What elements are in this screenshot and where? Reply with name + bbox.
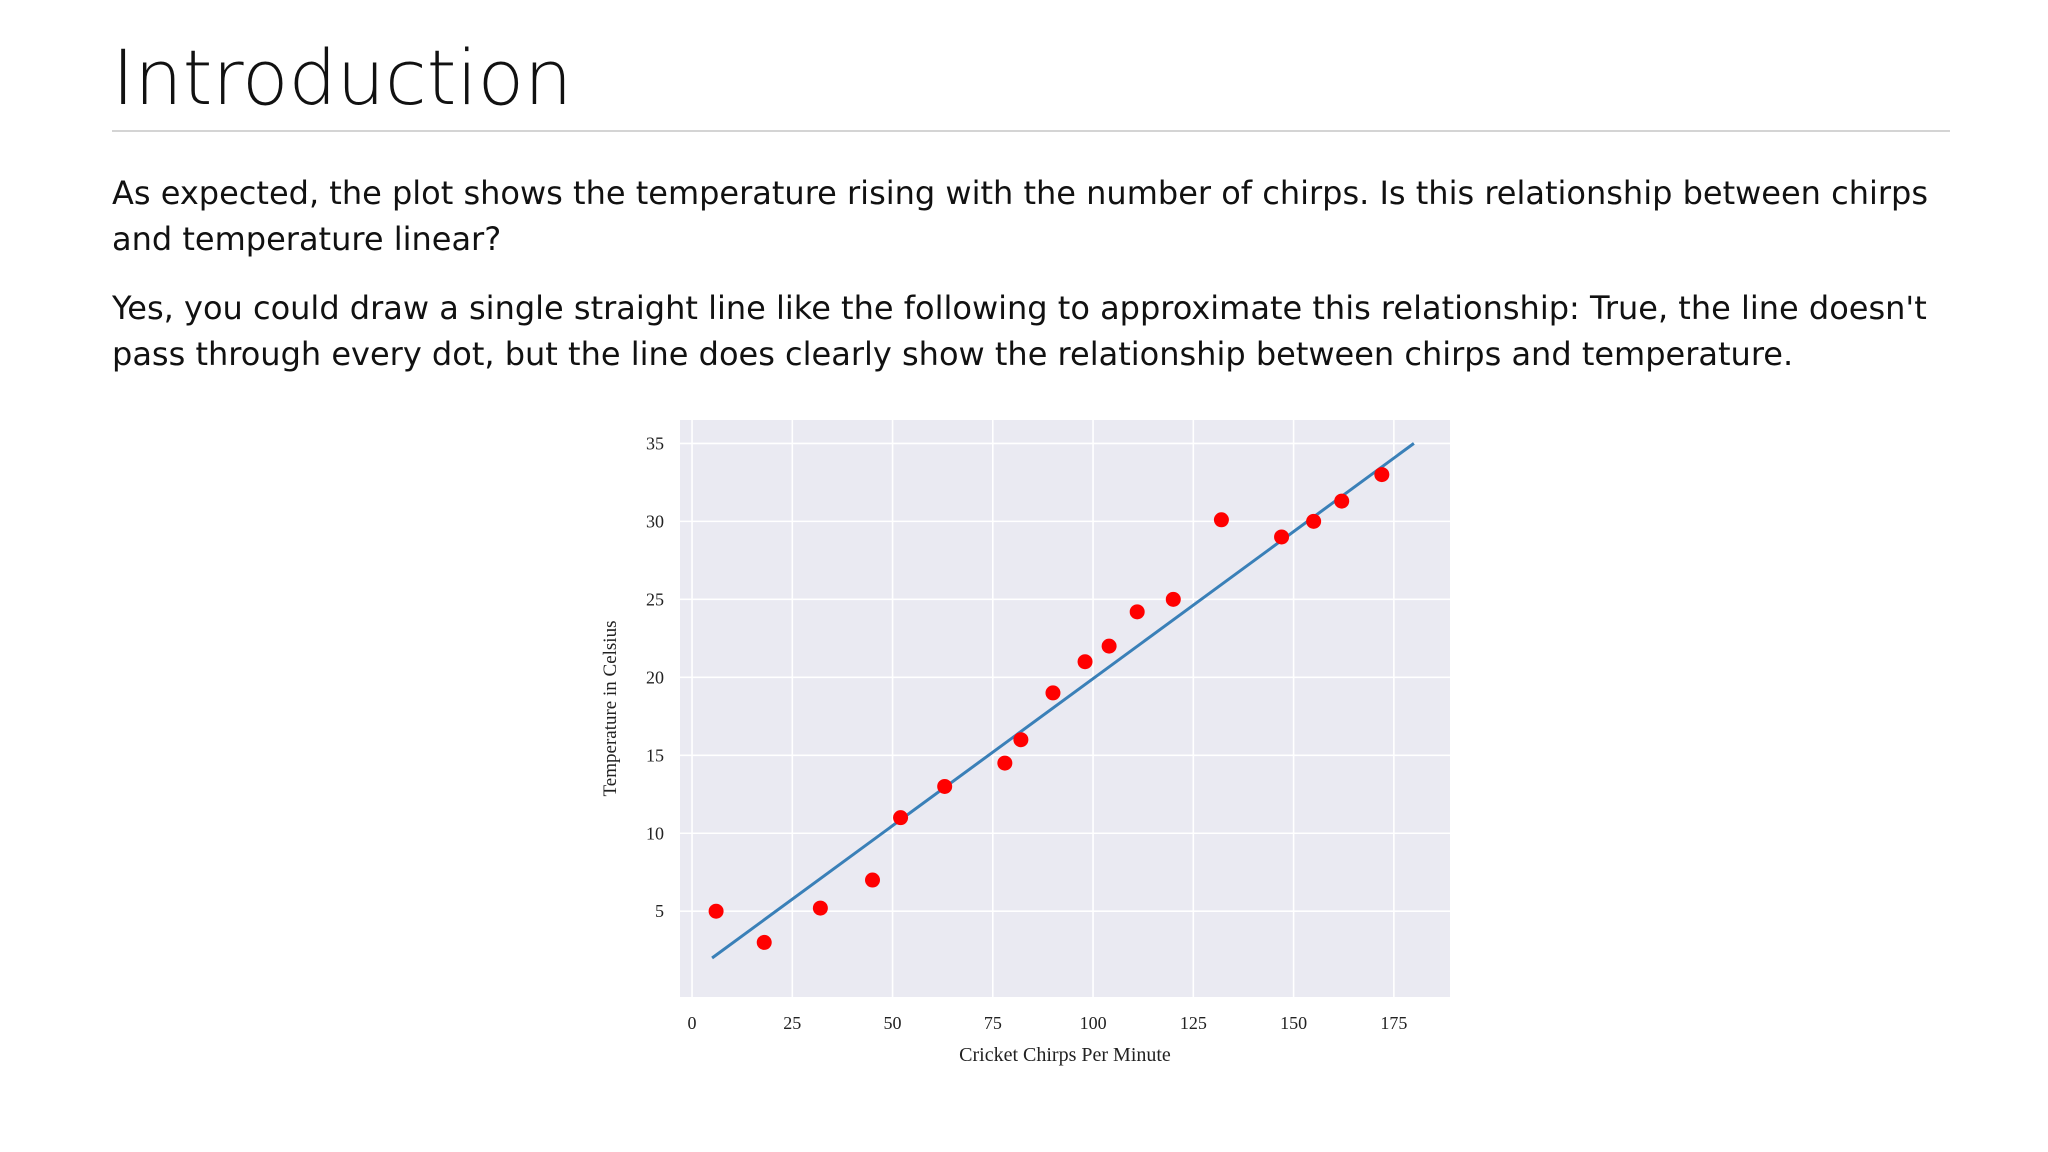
data-points — [708, 467, 1390, 950]
x-tick-label: 175 — [1380, 1013, 1407, 1033]
data-point — [937, 778, 953, 794]
data-point — [1306, 513, 1322, 529]
y-tick-label: 20 — [646, 667, 664, 687]
data-point — [1213, 512, 1229, 528]
data-point — [1101, 638, 1117, 654]
x-tick-label: 25 — [783, 1013, 801, 1033]
axis-ticks: 0 25 50 75 100 125 150 175 5 10 15 20 25 30 35 — [646, 433, 1407, 1033]
fit-line — [711, 442, 1415, 960]
plot-area — [680, 420, 1450, 997]
paragraph-2: Yes, you could draw a single straight li… — [112, 289, 1927, 373]
data-point — [1274, 529, 1290, 545]
y-tick-label: 30 — [646, 511, 664, 531]
y-axis-label: Temperature in Celsius — [600, 621, 621, 797]
grid-lines — [680, 420, 1450, 997]
data-point — [812, 900, 828, 916]
data-point — [1077, 654, 1093, 670]
data-point — [1334, 493, 1350, 509]
scatter-chart: 0 25 50 75 100 125 150 175 5 10 15 20 25 30 35 Cricket… — [600, 420, 1450, 1066]
x-tick-label: 50 — [884, 1013, 902, 1033]
data-point — [756, 934, 772, 950]
data-point — [1165, 591, 1181, 607]
y-tick-label: 10 — [646, 823, 664, 843]
data-point — [893, 810, 909, 826]
x-tick-label: 0 — [688, 1013, 697, 1033]
data-point — [1013, 732, 1029, 748]
data-point — [708, 903, 724, 919]
data-point — [865, 872, 880, 888]
paragraph-1: As expected, the plot shows the temperat… — [112, 174, 1929, 258]
data-point — [1129, 604, 1145, 620]
y-tick-label: 25 — [646, 589, 664, 609]
data-point — [997, 755, 1013, 771]
x-tick-label: 100 — [1080, 1013, 1107, 1033]
y-tick-label: 35 — [646, 433, 664, 453]
slide-title: Introduction — [112, 33, 573, 122]
fit-line-layer — [711, 442, 1415, 960]
y-tick-label: 15 — [646, 745, 664, 765]
x-tick-label: 75 — [984, 1013, 1002, 1033]
x-tick-label: 150 — [1280, 1013, 1307, 1033]
x-tick-label: 125 — [1180, 1013, 1207, 1033]
title-divider — [112, 130, 1950, 132]
data-point — [1374, 467, 1390, 483]
x-axis-label: Cricket Chirps Per Minute — [959, 1044, 1171, 1066]
data-point — [1045, 685, 1061, 701]
y-tick-label: 5 — [655, 901, 664, 921]
